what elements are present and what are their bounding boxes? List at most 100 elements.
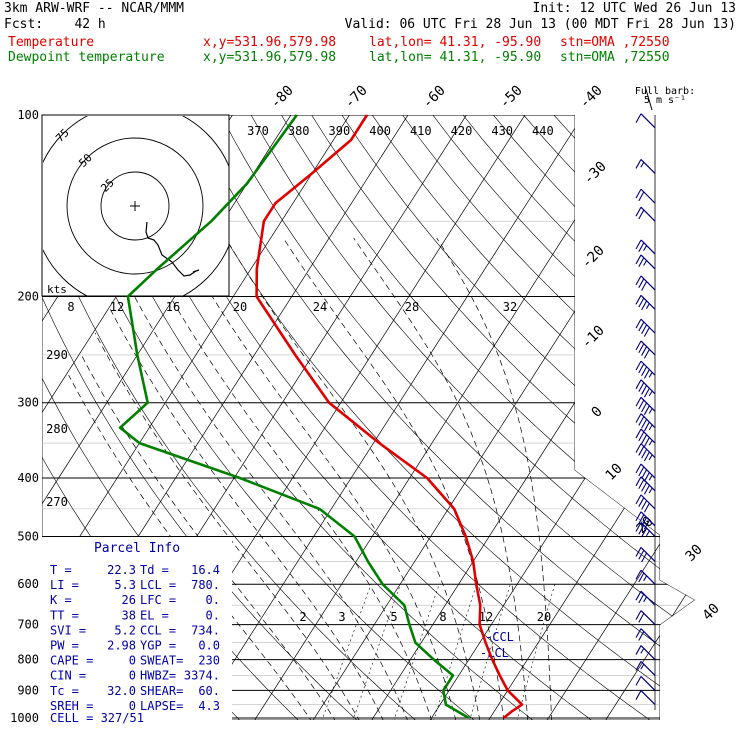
wind-barb xyxy=(635,690,656,705)
wind-barb xyxy=(635,610,656,626)
isotherm-label: -50 xyxy=(497,83,526,112)
dry-adiabat-line xyxy=(493,115,695,720)
legend-temperature-xy: x,y=531.96,579.98 xyxy=(203,35,337,50)
wetbulb-label: 8 xyxy=(67,300,74,314)
isotherm-label: -80 xyxy=(268,83,297,112)
parcel-metric-name: SWEAT= xyxy=(140,654,183,668)
wetbulb-label: 28 xyxy=(405,300,419,314)
wind-barb-flag xyxy=(638,613,645,623)
dry-adiabat-line xyxy=(311,115,695,720)
dry-adiabat-line xyxy=(190,115,695,720)
moist-adiabat-line xyxy=(146,253,436,720)
legend-temperature-latlon: lat,lon= 41.31, -95.90 xyxy=(369,35,542,50)
theta-e-label: 280 xyxy=(46,422,68,436)
wind-barb-staff xyxy=(640,340,656,356)
hodograph-unit-label: kts xyxy=(47,283,67,296)
wind-barb xyxy=(635,379,656,398)
dry-adiabat-line xyxy=(553,115,695,720)
wind-barb-flag xyxy=(638,431,645,442)
hodograph-ring xyxy=(100,171,170,241)
wind-barb-flag xyxy=(635,188,642,199)
parcel-metric-value: 0 xyxy=(129,699,136,713)
wind-barb-half-flag xyxy=(648,390,653,397)
wind-barb-flag xyxy=(635,522,642,532)
wind-barb-flag xyxy=(641,448,648,459)
wind-barb xyxy=(635,396,656,415)
isotherm-line xyxy=(42,115,350,720)
parcel-metric-value: 16.4 xyxy=(191,563,220,577)
wind-barb xyxy=(635,463,656,482)
dry-adiabat-line xyxy=(341,115,695,720)
wind-barb-flag xyxy=(635,661,642,671)
hodograph-ring xyxy=(66,137,204,275)
wind-barb-flag xyxy=(635,113,642,124)
isotherm-line xyxy=(189,115,584,720)
wind-barb-staff xyxy=(640,254,656,270)
parcel-metric-name: K = xyxy=(50,593,72,607)
parcel-metric-name: SVI = xyxy=(50,623,86,637)
wind-barb-flag xyxy=(635,239,642,250)
parcel-metric-value: 0 xyxy=(129,654,136,668)
wind-barb-flag xyxy=(635,547,642,557)
wind-barb xyxy=(635,318,656,337)
parcel-metric-name: LFC = xyxy=(140,593,176,607)
legend-dewpoint-station: stn=OMA ,72550 xyxy=(560,50,670,65)
wind-barb-half-flag xyxy=(648,439,653,446)
wind-barb-half-flag xyxy=(648,487,653,494)
wind-barb-flag xyxy=(635,645,642,655)
theta-label: 380 xyxy=(288,124,310,138)
wind-barb-flag xyxy=(638,593,645,604)
wind-barb xyxy=(635,239,656,255)
wind-barb xyxy=(635,428,656,447)
wind-barb xyxy=(635,206,656,222)
wind-barb-flag xyxy=(641,281,648,291)
wind-barb-staff xyxy=(640,645,656,660)
wind-barb-flag xyxy=(635,318,642,329)
mixing-ratio-line xyxy=(349,584,401,720)
wind-barb-flag xyxy=(635,494,642,505)
wind-barb-flag xyxy=(638,343,645,354)
wind-barb-flag xyxy=(635,275,642,286)
legend-temperature-station: stn=OMA ,72550 xyxy=(560,35,670,50)
wind-barb xyxy=(635,511,656,530)
wind-barb-flag xyxy=(635,379,642,390)
pressure-tick-label: 800 xyxy=(17,653,39,667)
mixing-ratio-line xyxy=(513,584,556,720)
wind-barb-staff xyxy=(640,476,656,492)
wind-barb-flag xyxy=(641,418,648,429)
parcel-metric-name: SHEAR= xyxy=(140,684,183,698)
parcel-metric-name: CAPE = xyxy=(50,654,93,668)
parcel-metric-value: 32.0 xyxy=(107,684,136,698)
wind-barb-flag xyxy=(641,527,648,538)
wind-barb xyxy=(635,645,656,660)
theta-e-label: 270 xyxy=(46,495,68,509)
moist-adiabat-line xyxy=(127,282,412,720)
parcel-metric-name: EL = xyxy=(140,608,169,622)
dewpoint-profile xyxy=(118,114,470,720)
parcel-metric-name: SREH = xyxy=(50,699,93,713)
wind-barb-flag xyxy=(643,369,650,379)
dry-adiabat-line xyxy=(523,115,695,720)
dry-adiabat-line xyxy=(583,115,695,720)
wind-barb-flag xyxy=(641,300,648,311)
wind-barb xyxy=(635,340,656,359)
wind-barb-flag xyxy=(643,387,650,398)
wind-barb-flag xyxy=(638,572,645,583)
isotherm-label: -40 xyxy=(577,83,606,112)
wind-barb xyxy=(635,590,656,606)
parcel-metric-value: 60. xyxy=(198,684,220,698)
wind-barb-half-flag xyxy=(648,424,653,431)
isotherm-line xyxy=(540,115,695,720)
mixing-ratio-label: 3 xyxy=(338,610,345,624)
wind-barb-half-flag xyxy=(640,648,645,654)
wind-barb-flag xyxy=(635,295,642,305)
parcel-metric-name: LAPSE= xyxy=(140,699,183,713)
wind-barb-flag xyxy=(643,421,650,432)
wind-barb-staff xyxy=(640,413,656,429)
isotherm-label: 20 xyxy=(634,514,657,537)
wind-barb-staff xyxy=(640,610,656,626)
wind-barb-staff xyxy=(640,396,656,412)
wind-barb-flag xyxy=(635,628,642,638)
wind-barb-flag xyxy=(641,469,648,479)
lcl-label: -LCL xyxy=(480,646,509,660)
